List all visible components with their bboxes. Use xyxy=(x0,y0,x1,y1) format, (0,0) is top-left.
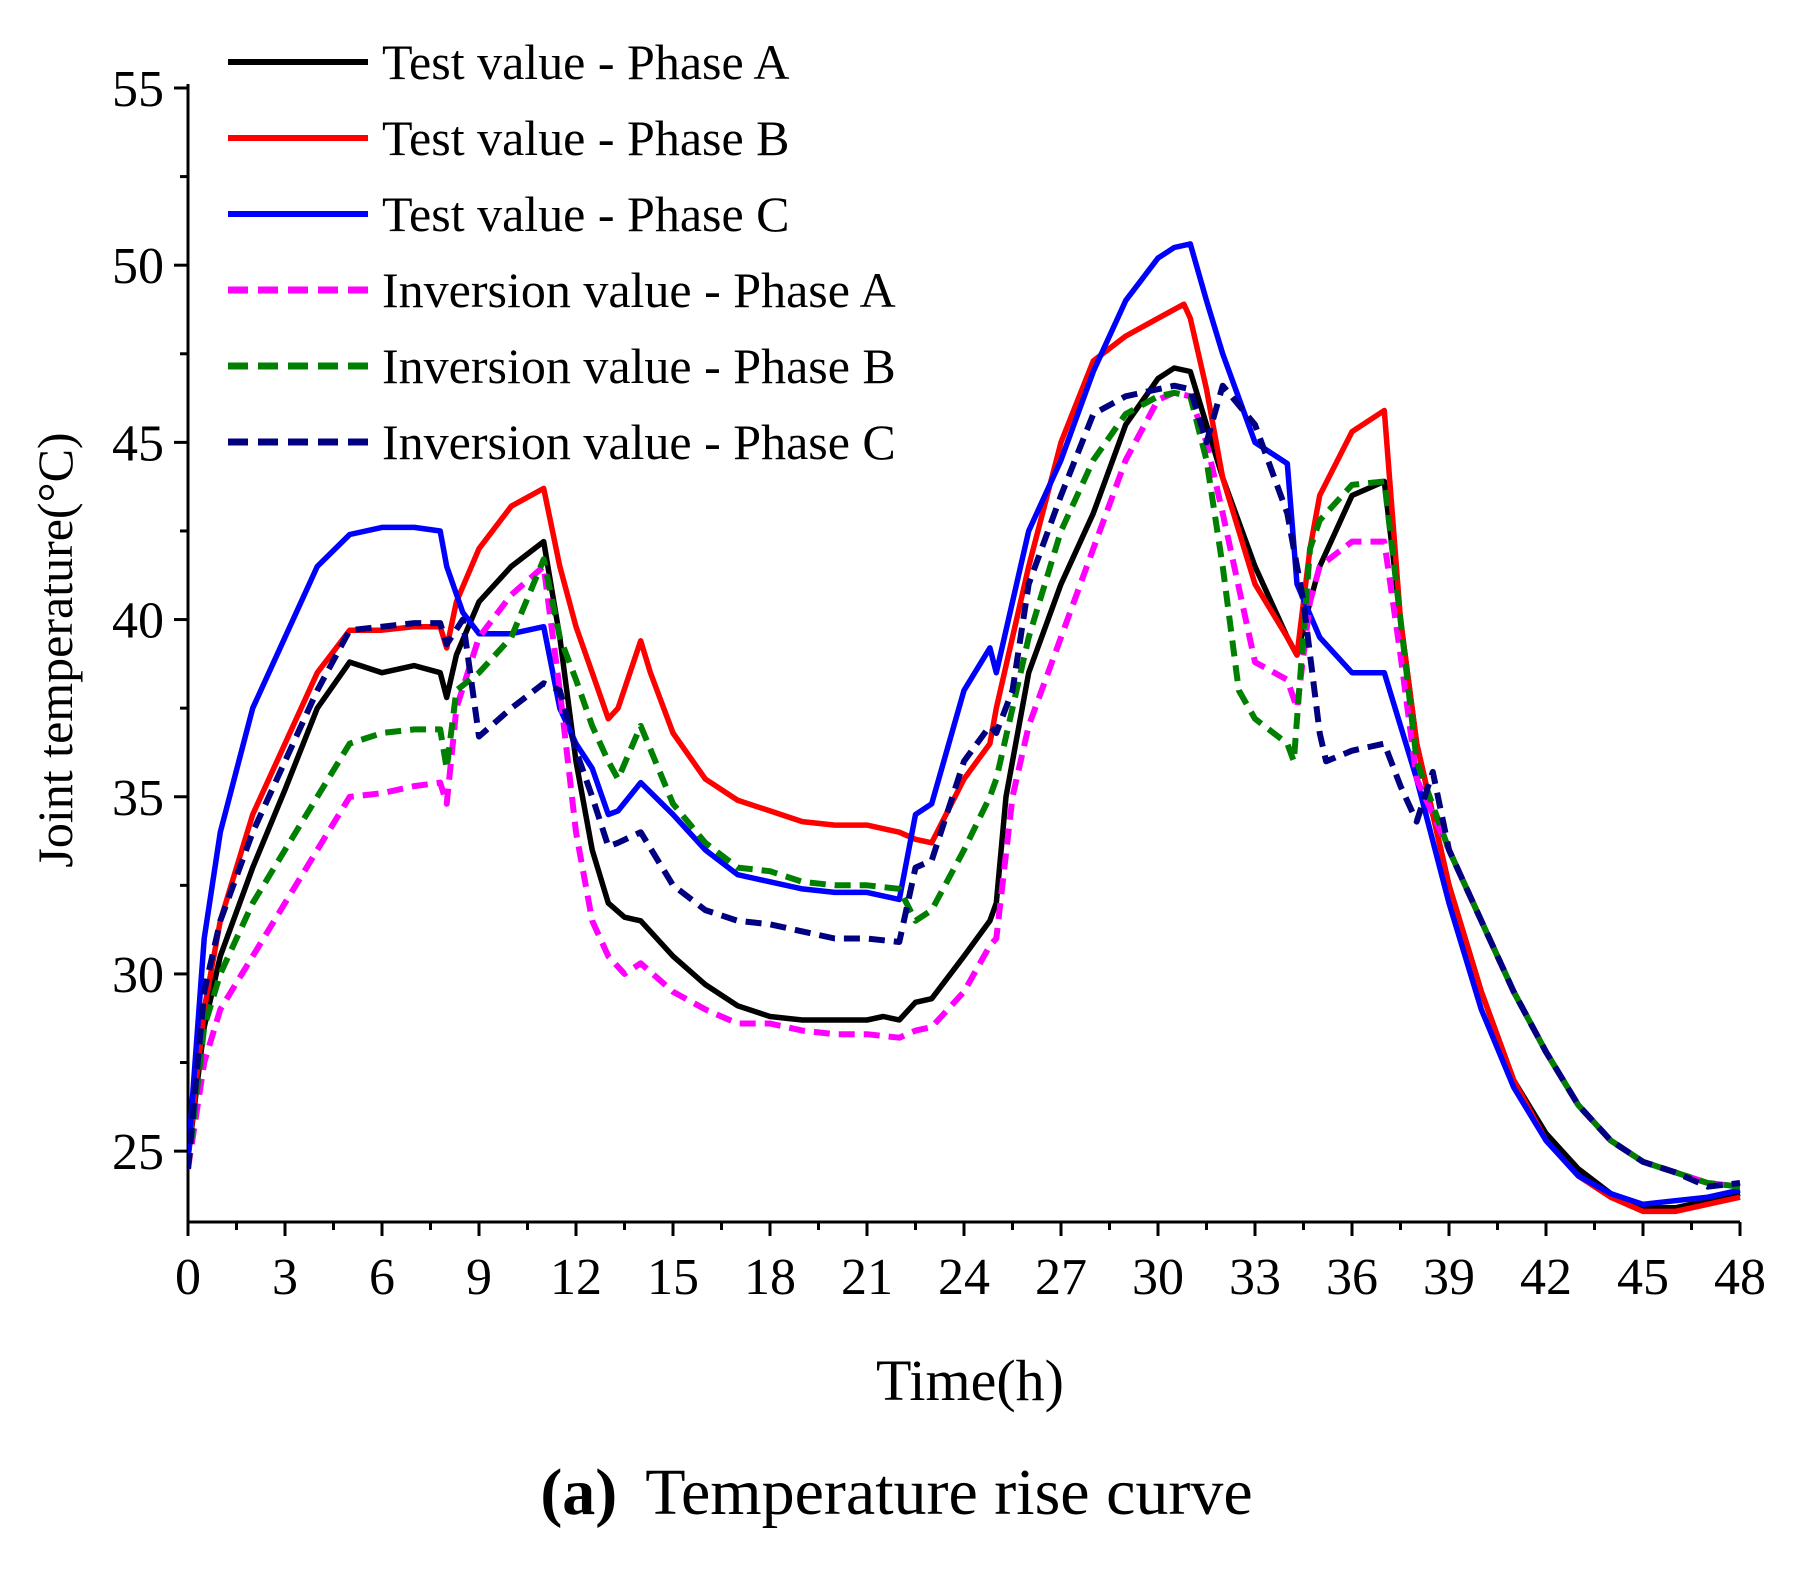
x-axis-label: Time(h) xyxy=(876,1348,1064,1413)
x-tick-label: 48 xyxy=(1714,1249,1766,1306)
x-tick-label: 0 xyxy=(175,1249,201,1306)
x-tick-label: 3 xyxy=(272,1249,298,1306)
series-line-6 xyxy=(188,382,1741,1190)
y-axis-label: Joint temperature(°C) xyxy=(27,432,83,867)
caption-label: (a) xyxy=(540,1456,618,1529)
x-tick-label: 30 xyxy=(1132,1249,1184,1306)
x-tick-label: 21 xyxy=(841,1249,893,1306)
y-tick-label: 35 xyxy=(112,770,164,827)
axes: 0 3 6 9 12 15 18 21 24 27 30 33 36 39 42 45 482530354045… xyxy=(112,61,1766,1306)
y-tick-label: 45 xyxy=(112,415,164,472)
legend-label-4: Inversion value - Phase A xyxy=(382,262,896,318)
y-tick-label: 25 xyxy=(112,1124,164,1181)
y-tick-label: 50 xyxy=(112,238,164,295)
x-tick-label: 39 xyxy=(1423,1249,1475,1306)
legend: Test value - Phase A Test value - Phase B… xyxy=(228,34,896,470)
x-tick-label: 24 xyxy=(938,1249,990,1306)
x-tick-label: 45 xyxy=(1617,1249,1669,1306)
series-layer xyxy=(188,241,1741,1215)
y-tick-label: 30 xyxy=(112,947,164,1004)
legend-label-2: Test value - Phase B xyxy=(382,110,790,166)
legend-label-6: Inversion value - Phase C xyxy=(382,414,896,470)
line-chart: 0 3 6 9 12 15 18 21 24 27 30 33 36 39 42 45 482530354045… xyxy=(27,34,1766,1413)
legend-label-1: Test value - Phase A xyxy=(382,34,790,90)
series-line-5 xyxy=(188,389,1741,1190)
legend-label-3: Test value - Phase C xyxy=(382,186,790,242)
x-tick-label: 12 xyxy=(550,1249,602,1306)
caption-text: Temperature rise curve xyxy=(645,1456,1253,1529)
y-tick-label: 55 xyxy=(112,61,164,118)
x-tick-label: 9 xyxy=(466,1249,492,1306)
legend-label-5: Inversion value - Phase B xyxy=(382,338,896,394)
x-tick-label: 42 xyxy=(1520,1249,1572,1306)
x-tick-label: 6 xyxy=(369,1249,395,1306)
x-tick-label: 15 xyxy=(647,1249,699,1306)
x-tick-label: 36 xyxy=(1326,1249,1378,1306)
x-tick-label: 33 xyxy=(1229,1249,1281,1306)
series-line-4 xyxy=(188,389,1741,1190)
series-line-3 xyxy=(188,241,1741,1208)
x-tick-label: 27 xyxy=(1035,1249,1087,1306)
y-tick-label: 40 xyxy=(112,593,164,650)
x-tick-label: 18 xyxy=(744,1249,796,1306)
figure-caption: (a) Temperature rise curve xyxy=(0,1455,1793,1531)
